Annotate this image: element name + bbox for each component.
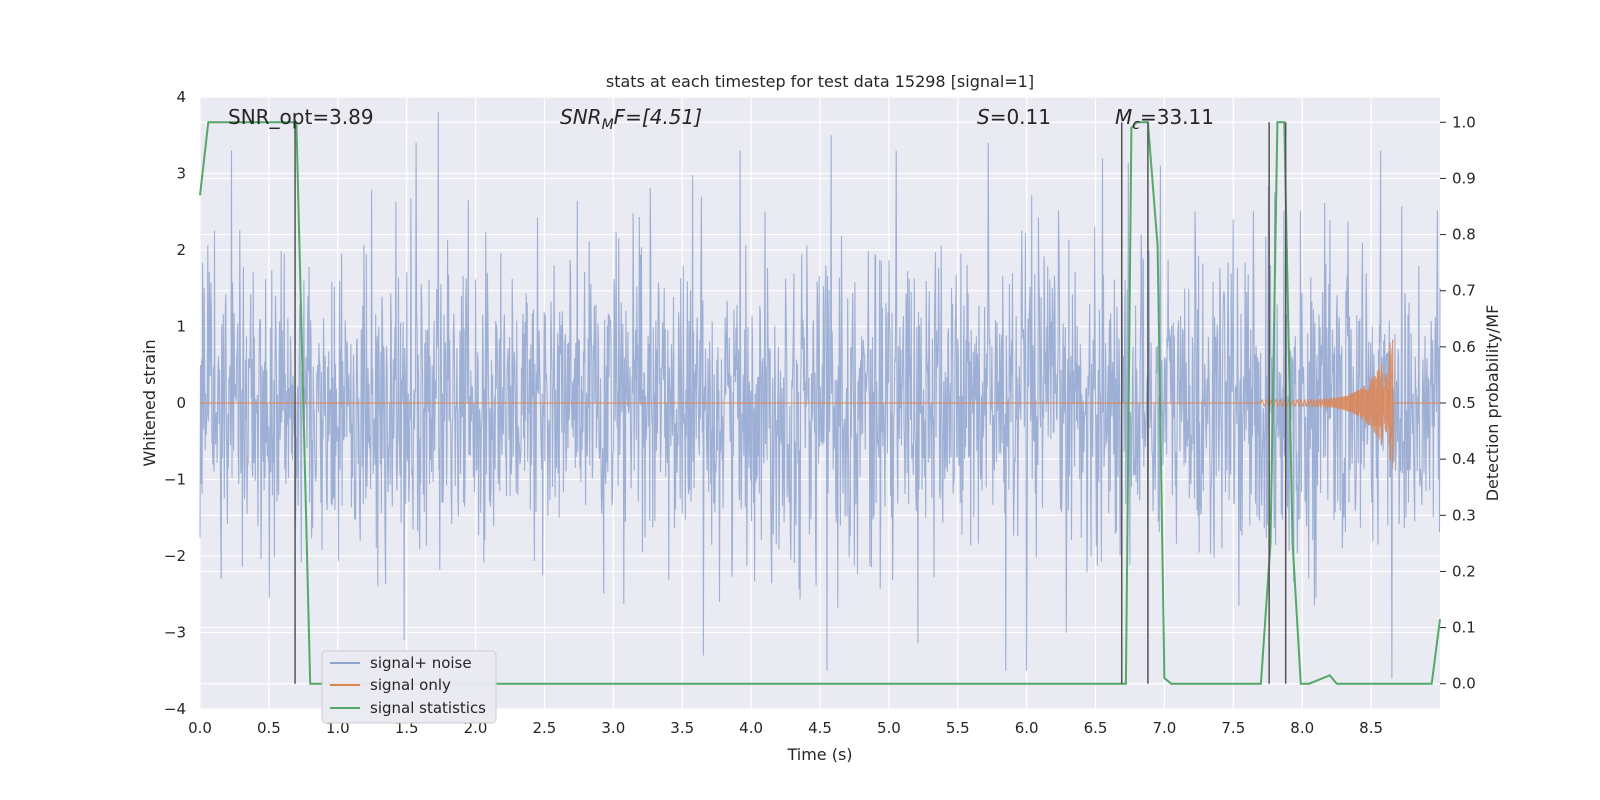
y2-axis-label: Detection probability/MF <box>1483 305 1502 502</box>
mc-rest: =33.11 <box>1140 105 1214 129</box>
y2-tick-label: 0.8 <box>1452 226 1476 244</box>
y-tick-label: 4 <box>176 88 186 106</box>
x-tick-label: 5.0 <box>877 719 901 737</box>
annotation-mc: Mc=33.11 <box>1115 105 1214 133</box>
s-main: S <box>977 105 990 129</box>
statistics-line <box>199 121 1441 685</box>
annotation-snr-mf: SNRMF=[4.51] <box>560 105 702 133</box>
y-tick-label: 1 <box>176 318 186 336</box>
x-tick-label: 3.0 <box>601 719 625 737</box>
y-tick-label: −4 <box>164 700 186 718</box>
y2-tick-label: 0.3 <box>1452 506 1476 524</box>
noise-series <box>199 112 1441 679</box>
x-tick-label: 7.5 <box>1221 719 1245 737</box>
legend-label-noise: signal+ noise <box>370 654 472 672</box>
x-tick-label: 0.5 <box>257 719 281 737</box>
x-tick-label: 3.5 <box>670 719 694 737</box>
snr-mf-sub: M <box>602 117 614 133</box>
y2-tick-label: 0.2 <box>1452 562 1476 580</box>
y-tick-label: −2 <box>164 547 186 565</box>
x-tick-label: 6.0 <box>1015 719 1039 737</box>
annotation-s: S=0.11 <box>977 105 1051 129</box>
mc-sub: c <box>1132 117 1140 133</box>
x-tick-label: 7.0 <box>1153 719 1177 737</box>
y-tick-label: −1 <box>164 471 186 489</box>
legend-label-signal: signal only <box>370 676 451 694</box>
legend-label-statistics: signal statistics <box>370 699 486 717</box>
x-tick-label: 4.0 <box>739 719 763 737</box>
y2-tick-label: 1.0 <box>1452 113 1476 131</box>
y2-tick-label: 0.4 <box>1452 450 1476 468</box>
y2-tick-label: 0.6 <box>1452 338 1476 356</box>
x-tick-label: 8.0 <box>1290 719 1314 737</box>
y-tick-label: 0 <box>176 394 186 412</box>
chart-title: stats at each timestep for test data 152… <box>606 72 1034 91</box>
mc-main: M <box>1115 105 1132 129</box>
legend-box <box>321 650 497 724</box>
legend: signal+ noise signal only signal statist… <box>321 650 497 724</box>
x-tick-label: 6.5 <box>1084 719 1108 737</box>
y2-tick-label: 0.9 <box>1452 169 1476 187</box>
y2-tick-label: 0.5 <box>1452 394 1476 412</box>
y2-tick-label: 0.1 <box>1452 619 1476 637</box>
x-tick-label: 4.5 <box>808 719 832 737</box>
x-tick-label: 5.5 <box>946 719 970 737</box>
statistics-series <box>199 121 1441 685</box>
y-axis-ticks: −4 −3 −2 −1 0 1 2 3 4 <box>164 88 186 718</box>
noise-line <box>199 112 1441 679</box>
y-tick-label: 3 <box>176 165 186 183</box>
x-tick-label: 2.5 <box>533 719 557 737</box>
y2-tick-label: 0.7 <box>1452 282 1476 300</box>
x-tick-label: 0.0 <box>188 719 212 737</box>
snr-mf-main: SNR <box>560 105 602 129</box>
annotation-snr-opt: SNR_opt=3.89 <box>228 105 374 129</box>
x-axis-label: Time (s) <box>786 745 852 764</box>
signal-only-series <box>200 339 1440 469</box>
y-axis-label: Whitened strain <box>140 339 159 466</box>
y2-axis-ticks: 0.0 0.1 0.2 0.3 0.4 0.5 0.6 0.7 0.8 0.9 1.0 <box>1440 113 1476 693</box>
x-tick-label: 8.5 <box>1359 719 1383 737</box>
y-tick-label: −3 <box>164 624 186 642</box>
detection-vlines <box>294 122 1287 684</box>
snr-mf-rest: F=[4.51] <box>614 105 702 129</box>
s-rest: =0.11 <box>990 105 1051 129</box>
y2-tick-label: 0.0 <box>1452 675 1476 693</box>
y-tick-label: 2 <box>176 241 186 259</box>
signal-only-line <box>200 339 1440 469</box>
